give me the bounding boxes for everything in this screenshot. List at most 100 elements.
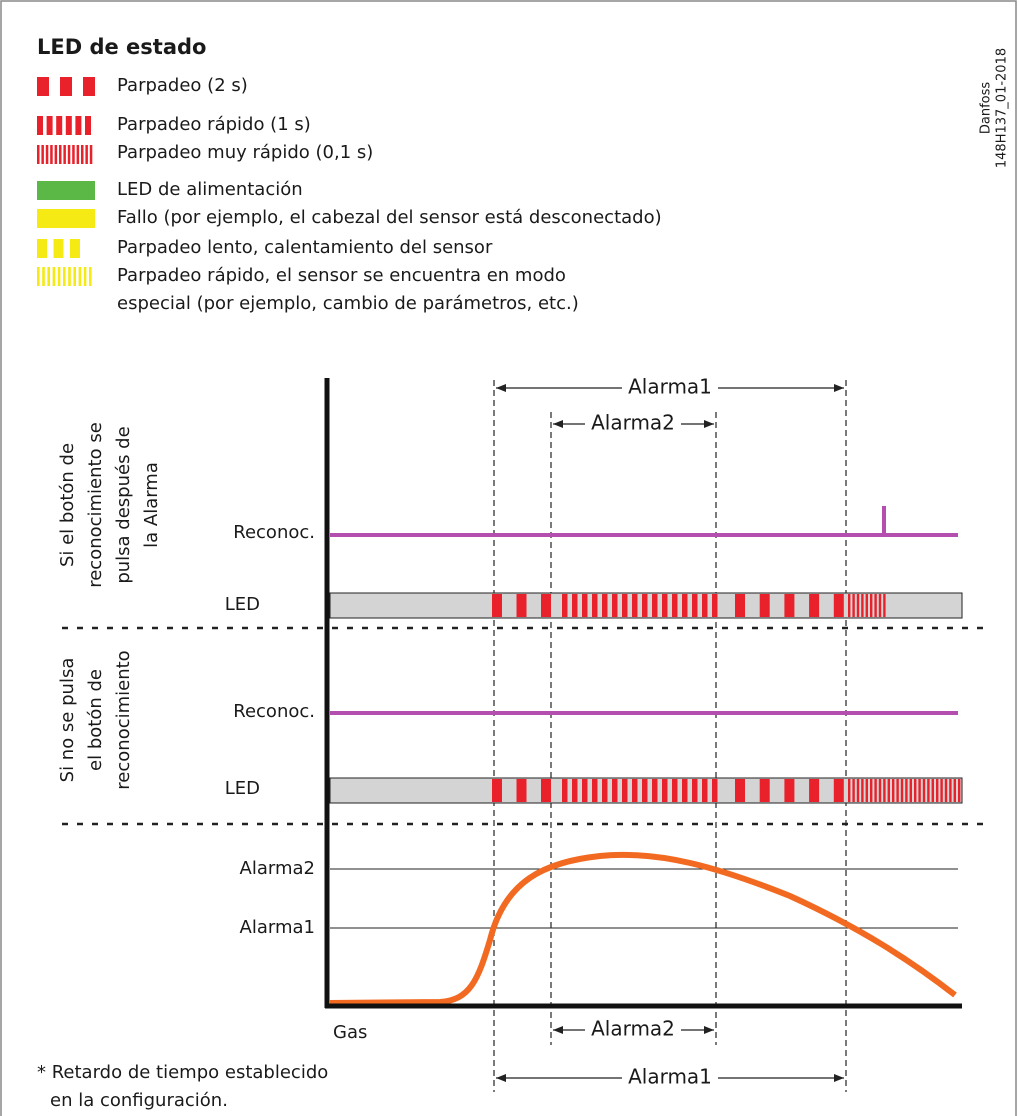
blink (887, 779, 890, 802)
blink (682, 779, 688, 802)
scenario-label: reconocimiento (113, 650, 134, 789)
level-label: Alarma1 (240, 917, 315, 938)
blink (922, 779, 926, 802)
blink (541, 779, 551, 802)
blink (833, 594, 844, 617)
blink (931, 779, 934, 802)
blink (958, 779, 961, 802)
blink (702, 594, 708, 617)
blink (883, 594, 886, 617)
code: 148H137_01-2018 (995, 48, 1010, 168)
blink (60, 77, 72, 96)
blink (900, 779, 904, 802)
blink (712, 779, 718, 802)
blink (562, 594, 568, 617)
blink (56, 116, 63, 135)
blink (582, 779, 588, 802)
blink (516, 594, 527, 617)
blink (672, 594, 678, 617)
blink (602, 594, 608, 617)
blink (37, 77, 49, 96)
blink (953, 779, 956, 802)
blink (572, 779, 578, 802)
swatch (37, 209, 95, 228)
blink (861, 594, 864, 617)
blink (692, 594, 698, 617)
blink (37, 239, 47, 258)
blink (702, 779, 708, 802)
blink (632, 594, 638, 617)
blink (516, 779, 527, 802)
blink (562, 779, 568, 802)
blink (41, 145, 44, 164)
blink (833, 779, 844, 802)
span-label: Alarma1 (628, 375, 712, 399)
blink (83, 77, 95, 96)
led-label: LED (225, 594, 260, 615)
blink (582, 594, 588, 617)
blink (652, 594, 658, 617)
blink (918, 779, 921, 802)
blink (861, 779, 864, 802)
blink (905, 779, 908, 802)
blink (46, 116, 53, 135)
code: Danfoss (979, 82, 994, 135)
legend-label: Parpadeo rápido, el sensor se encuentra … (117, 265, 566, 286)
blink (72, 145, 75, 164)
blink (784, 779, 795, 802)
blink (735, 594, 745, 617)
scenario-label: pulsa después de (113, 426, 134, 583)
span-label: Alarma1 (628, 1065, 712, 1089)
blink (89, 267, 92, 286)
blink (662, 594, 668, 617)
blink (940, 779, 943, 802)
blink (632, 779, 638, 802)
scenario-label: reconocimiento se (85, 422, 106, 588)
blink (870, 594, 873, 617)
blink (874, 779, 877, 802)
blink (892, 779, 895, 802)
blink (83, 267, 87, 286)
blink (896, 779, 899, 802)
blink (878, 779, 882, 802)
blink (612, 594, 618, 617)
blink (759, 594, 770, 617)
blink (492, 779, 502, 802)
ack-label: Reconoc. (233, 522, 315, 543)
spans: Alarma1 Alarma2 Alarma2 Alarma1 (496, 375, 844, 1089)
span-label: Alarma2 (591, 411, 675, 435)
blink (852, 594, 855, 617)
blink (865, 779, 868, 802)
blink (85, 116, 91, 135)
blink (692, 779, 698, 802)
blink (936, 779, 939, 802)
blink (865, 594, 868, 617)
footnote: en la configuración. (50, 1090, 228, 1111)
arrow-head (496, 1074, 506, 1082)
blink (63, 145, 66, 164)
blink (848, 594, 851, 617)
legend-label: Parpadeo lento, calentamiento del sensor (117, 237, 493, 258)
blink (70, 239, 80, 258)
blink (927, 779, 930, 802)
blink (57, 267, 61, 286)
blink (848, 779, 851, 802)
blink (45, 145, 49, 164)
blink (622, 779, 628, 802)
blink (42, 267, 45, 286)
blink (672, 779, 678, 802)
blink (89, 145, 93, 164)
blink (712, 594, 718, 617)
blink (735, 779, 745, 802)
blink (874, 594, 877, 617)
blink (53, 239, 64, 258)
gas-label: Gas (333, 1022, 367, 1043)
blink (642, 594, 648, 617)
arrow-head (834, 384, 844, 392)
legend-label: Parpadeo (2 s) (117, 75, 248, 96)
blink (914, 779, 917, 802)
scenario-label: el botón de (85, 669, 106, 771)
blink (856, 779, 860, 802)
